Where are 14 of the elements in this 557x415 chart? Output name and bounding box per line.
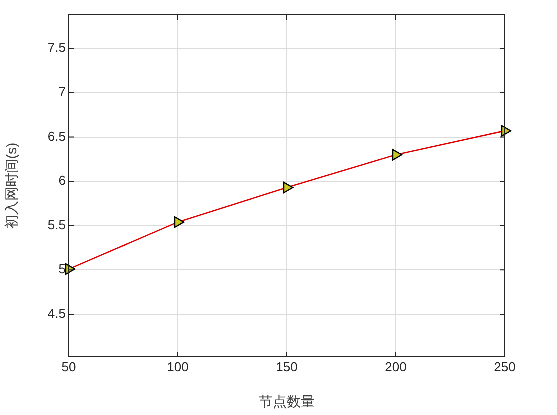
x-tick-label: 150 bbox=[276, 359, 298, 374]
x-tick-label: 200 bbox=[385, 359, 407, 374]
y-tick-label: 7 bbox=[58, 84, 66, 100]
y-tick-label: 6 bbox=[58, 173, 66, 188]
y-tick-label: 6.5 bbox=[48, 128, 66, 144]
y-tick-label: 5 bbox=[58, 262, 66, 277]
x-tick-label: 250 bbox=[494, 359, 516, 374]
x-axis-title: 节点数量 bbox=[259, 393, 315, 410]
y-tick-label: 7.5 bbox=[48, 40, 66, 56]
x-tick-label: 100 bbox=[167, 359, 189, 374]
y-axis-title: 初入网时间(s) bbox=[3, 142, 20, 230]
x-tick-label: 50 bbox=[62, 359, 76, 374]
y-tick-label: 4.5 bbox=[48, 306, 66, 322]
y-tick-label: 5.5 bbox=[48, 217, 66, 232]
